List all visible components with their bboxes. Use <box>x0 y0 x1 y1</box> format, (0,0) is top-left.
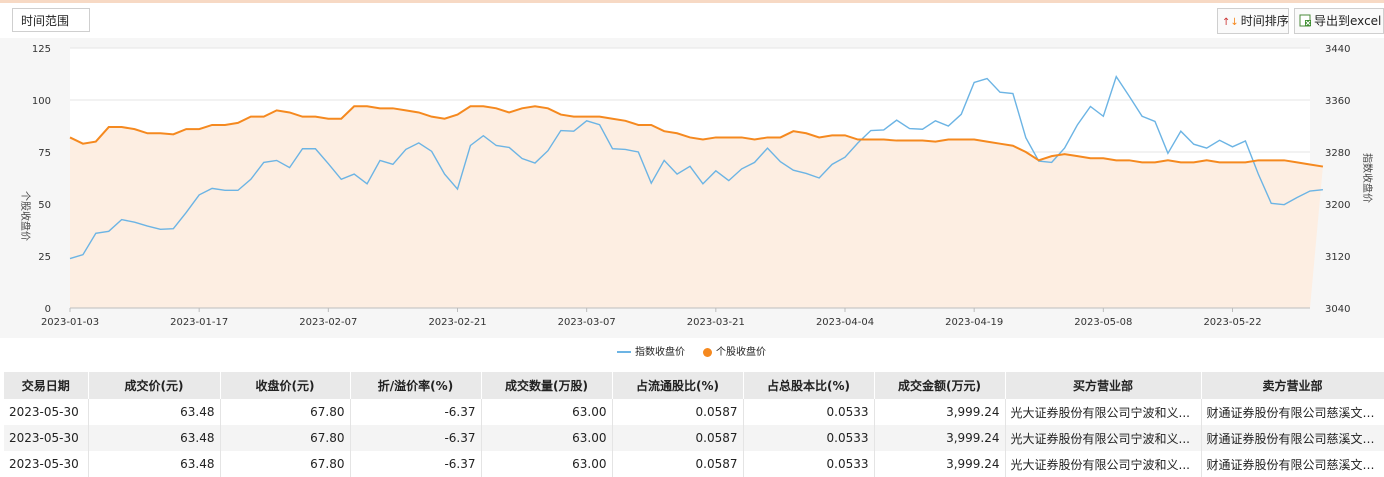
excel-icon <box>1299 9 1312 33</box>
legend-item-index[interactable]: 指数收盘价 <box>617 343 685 358</box>
export-excel-button[interactable]: 导出到excel <box>1294 8 1384 34</box>
cell-float-ratio: 0.0587 <box>612 425 744 451</box>
col-header-date[interactable]: 交易日期 <box>4 372 89 399</box>
left-axis-ticks: 0 25 50 75 100 125 <box>32 44 51 315</box>
cell-premium-rate: -6.37 <box>350 425 482 451</box>
time-range-select[interactable]: 时间范围 <box>12 8 90 32</box>
right-tick-label: 3440 <box>1325 44 1350 55</box>
cell-date: 2023-05-30 <box>4 399 89 425</box>
cell-total-ratio: 0.0533 <box>743 399 875 425</box>
cell-total-ratio: 0.0533 <box>743 451 875 477</box>
block-trade-table: 交易日期 成交价(元) 收盘价(元) 折/溢价率(%) 成交数量(万股) 占流通… <box>4 372 1384 477</box>
col-header-volume[interactable]: 成交数量(万股) <box>481 372 613 399</box>
chart-legend: 指数收盘价 个股收盘价 <box>0 340 1384 358</box>
left-tick-label: 50 <box>38 200 51 211</box>
cell-trade-price: 63.48 <box>88 399 221 425</box>
right-tick-label: 3360 <box>1325 96 1350 107</box>
sort-icon: ↑↓ <box>1222 17 1239 28</box>
right-tick-label: 3280 <box>1325 148 1350 159</box>
cell-trade-price: 63.48 <box>88 425 221 451</box>
cell-seller: 财通证券股份有限公司慈溪文华... <box>1201 425 1384 451</box>
cell-close-price: 67.80 <box>220 425 351 451</box>
legend-line-icon <box>617 351 631 353</box>
toolbar: 时间范围 ↑↓ 时间排序 导出到excel <box>0 3 1384 38</box>
col-header-trade-price[interactable]: 成交价(元) <box>88 372 221 399</box>
col-header-buyer[interactable]: 买方营业部 <box>1005 372 1202 399</box>
cell-volume: 63.00 <box>481 425 613 451</box>
stock-close-line <box>69 105 1324 168</box>
stock-area-fill <box>70 106 1323 309</box>
left-tick-label: 100 <box>32 96 51 107</box>
table-row[interactable]: 2023-05-30 63.48 67.80 -6.37 63.00 0.058… <box>4 451 1384 477</box>
x-axis-ticks: 2023-01-03 2023-01-17 2023-02-07 2023-02-21… <box>41 307 1310 328</box>
left-tick-label: 25 <box>38 252 51 263</box>
cell-volume: 63.00 <box>481 399 613 425</box>
sort-by-time-button[interactable]: ↑↓ 时间排序 <box>1217 8 1289 34</box>
legend-dot-icon <box>703 347 712 357</box>
x-tick-label: 2023-05-22 <box>1203 317 1261 328</box>
legend-label-stock: 个股收盘价 <box>716 347 766 358</box>
right-tick-label: 3120 <box>1325 252 1350 263</box>
top-accent-bar <box>0 0 1384 3</box>
left-tick-label: 125 <box>32 44 51 55</box>
cell-seller: 财通证券股份有限公司慈溪文华... <box>1201 451 1384 477</box>
export-label: 导出到excel <box>1314 14 1382 28</box>
x-tick-label: 2023-01-03 <box>41 317 99 328</box>
x-tick-label: 2023-05-08 <box>1074 317 1132 328</box>
legend-item-stock[interactable]: 个股收盘价 <box>703 343 766 358</box>
cell-trade-price: 63.48 <box>88 451 221 477</box>
right-axis-label: 指数收盘价 <box>1361 153 1374 203</box>
x-tick-label: 2023-02-21 <box>428 317 486 328</box>
price-chart: 0 25 50 75 100 125 3040 3120 3200 3280 3360 3440 2… <box>0 38 1384 368</box>
cell-amount: 3,999.24 <box>874 399 1006 425</box>
cell-date: 2023-05-30 <box>4 425 89 451</box>
x-tick-label: 2023-01-17 <box>170 317 228 328</box>
x-tick-label: 2023-03-21 <box>687 317 745 328</box>
cell-premium-rate: -6.37 <box>350 399 482 425</box>
cell-close-price: 67.80 <box>220 451 351 477</box>
cell-float-ratio: 0.0587 <box>612 451 744 477</box>
cell-float-ratio: 0.0587 <box>612 399 744 425</box>
left-axis-label: 个股收盘价 <box>19 191 32 241</box>
right-axis-ticks: 3040 3120 3200 3280 3360 3440 <box>1325 44 1350 315</box>
x-tick-label: 2023-02-07 <box>299 317 357 328</box>
col-header-seller[interactable]: 卖方营业部 <box>1201 372 1384 399</box>
cell-buyer: 光大证券股份有限公司宁波和义... <box>1005 399 1202 425</box>
cell-total-ratio: 0.0533 <box>743 425 875 451</box>
col-header-amount[interactable]: 成交金额(万元) <box>874 372 1006 399</box>
col-header-close-price[interactable]: 收盘价(元) <box>220 372 351 399</box>
left-tick-label: 75 <box>38 148 51 159</box>
right-tick-label: 3040 <box>1325 304 1350 315</box>
cell-amount: 3,999.24 <box>874 425 1006 451</box>
right-tick-label: 3200 <box>1325 200 1350 211</box>
col-header-float-ratio[interactable]: 占流通股比(%) <box>612 372 744 399</box>
x-tick-label: 2023-03-07 <box>558 317 616 328</box>
table-row[interactable]: 2023-05-30 63.48 67.80 -6.37 63.00 0.058… <box>4 399 1384 425</box>
x-tick-label: 2023-04-04 <box>816 317 874 328</box>
chart-svg: 0 25 50 75 100 125 3040 3120 3200 3280 3360 3440 2… <box>0 38 1384 338</box>
cell-close-price: 67.80 <box>220 399 351 425</box>
legend-label-index: 指数收盘价 <box>635 347 685 358</box>
col-header-premium-rate[interactable]: 折/溢价率(%) <box>350 372 482 399</box>
x-tick-label: 2023-04-19 <box>945 317 1003 328</box>
cell-premium-rate: -6.37 <box>350 451 482 477</box>
table-header-row: 交易日期 成交价(元) 收盘价(元) 折/溢价率(%) 成交数量(万股) 占流通… <box>4 372 1384 399</box>
left-tick-label: 0 <box>45 304 51 315</box>
table-row[interactable]: 2023-05-30 63.48 67.80 -6.37 63.00 0.058… <box>4 425 1384 451</box>
cell-volume: 63.00 <box>481 451 613 477</box>
col-header-total-ratio[interactable]: 占总股本比(%) <box>743 372 875 399</box>
cell-amount: 3,999.24 <box>874 451 1006 477</box>
cell-date: 2023-05-30 <box>4 451 89 477</box>
cell-buyer: 光大证券股份有限公司宁波和义... <box>1005 451 1202 477</box>
cell-buyer: 光大证券股份有限公司宁波和义... <box>1005 425 1202 451</box>
index-close-line <box>69 75 1323 260</box>
cell-seller: 财通证券股份有限公司慈溪文华... <box>1201 399 1384 425</box>
sort-label: 时间排序 <box>1240 14 1289 28</box>
